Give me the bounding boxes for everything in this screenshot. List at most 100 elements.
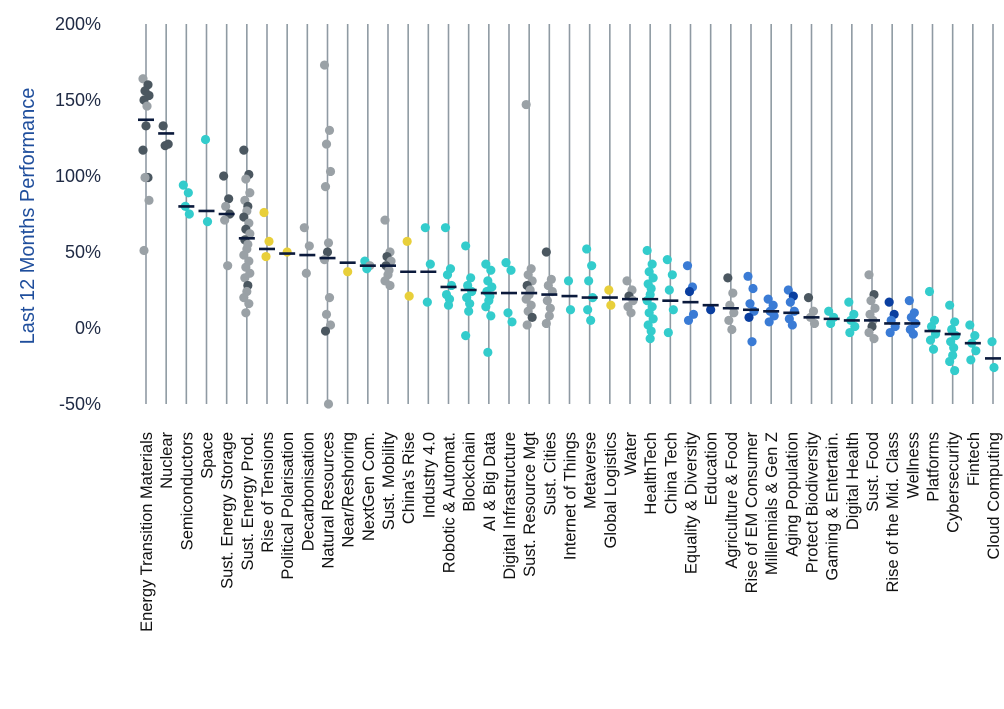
data-point <box>486 311 496 321</box>
data-point <box>259 207 269 218</box>
x-tick-label: Metaverse <box>582 432 600 509</box>
data-point <box>220 215 230 225</box>
data-point <box>224 194 234 204</box>
data-point <box>668 305 678 315</box>
data-points <box>138 60 999 409</box>
data-point <box>645 334 655 344</box>
data-point <box>626 308 636 318</box>
data-point <box>926 321 937 332</box>
data-point <box>724 315 734 325</box>
data-point <box>483 347 493 357</box>
y-tick-label: 150% <box>55 90 101 110</box>
x-tick-label: Political Polarisation <box>279 432 297 580</box>
data-point <box>763 294 773 304</box>
data-point <box>809 318 820 329</box>
data-point <box>950 365 960 376</box>
data-point <box>803 293 814 303</box>
data-point <box>662 255 672 265</box>
data-point <box>826 318 836 329</box>
x-tick-label: Fintech <box>965 432 983 486</box>
data-point <box>343 267 353 277</box>
data-point <box>461 331 471 341</box>
x-tick-label: Energy Transition Materials <box>138 432 156 632</box>
data-point <box>522 320 532 330</box>
x-tick-label: NextGen Com. <box>360 432 378 541</box>
category-gridlines <box>145 24 994 404</box>
data-point <box>541 318 551 329</box>
data-point <box>542 296 552 306</box>
data-point <box>663 327 673 338</box>
data-point <box>241 308 251 318</box>
data-point <box>461 241 471 251</box>
data-point <box>325 166 336 177</box>
x-tick-label: Cybersecurity <box>945 431 963 533</box>
data-point <box>158 121 168 131</box>
data-point <box>420 223 430 233</box>
data-point <box>304 241 314 251</box>
x-tick-label: Sust. Food <box>864 432 882 512</box>
data-point <box>440 223 451 233</box>
y-tick-label: 50% <box>65 242 101 262</box>
x-axis: Energy Transition Materials Nuclear Semico… <box>138 431 1003 632</box>
x-tick-label: Rise of the Mid. Class <box>884 432 902 592</box>
data-point <box>966 355 976 365</box>
x-tick-label: Decarbonisation <box>299 432 317 551</box>
data-point <box>138 74 148 84</box>
data-point <box>245 188 255 198</box>
x-tick-label: AI & Big Data <box>481 431 499 531</box>
data-point <box>481 302 491 312</box>
data-point <box>425 259 435 269</box>
data-point <box>200 134 211 145</box>
data-point <box>870 303 880 313</box>
data-point <box>744 312 754 322</box>
data-point <box>864 327 874 338</box>
data-point <box>239 293 249 303</box>
data-point <box>925 335 936 345</box>
data-point <box>642 245 652 256</box>
data-point <box>521 99 531 110</box>
data-point <box>223 261 233 271</box>
x-tick-label: Water <box>622 432 640 476</box>
x-tick-label: Gaming & Entertain. <box>824 432 842 581</box>
x-tick-label: Protect Biodiversity <box>804 431 822 573</box>
x-tick-label: Digital Health <box>844 432 862 530</box>
x-tick-label: Robotic & Automat. <box>441 432 459 573</box>
data-point <box>582 244 592 254</box>
data-point <box>647 259 657 269</box>
data-point <box>965 320 975 330</box>
data-point <box>142 101 152 111</box>
x-tick-label: Space <box>199 432 217 479</box>
data-point <box>971 346 981 356</box>
data-point <box>282 247 292 257</box>
data-point <box>743 271 753 281</box>
data-point <box>443 300 454 310</box>
data-point <box>221 201 231 211</box>
data-point <box>321 309 332 319</box>
data-point <box>321 139 332 149</box>
data-point <box>385 280 395 291</box>
x-tick-label: Sust. Resource Mgt <box>521 432 539 577</box>
data-point <box>667 270 677 280</box>
data-point <box>729 308 739 318</box>
data-point <box>239 250 249 260</box>
data-point <box>787 320 797 330</box>
data-point <box>323 238 334 248</box>
data-point <box>683 315 694 325</box>
x-tick-label: Natural Resources <box>320 432 338 569</box>
data-point <box>945 356 955 367</box>
data-point <box>583 305 593 315</box>
data-point <box>989 362 999 373</box>
data-point <box>824 306 834 316</box>
x-tick-label: Aging Population <box>783 432 801 557</box>
data-point <box>924 286 935 297</box>
data-point <box>465 299 475 309</box>
data-point <box>945 300 955 310</box>
data-point <box>884 297 894 307</box>
y-axis-label: Last 12 Months Performance <box>17 88 39 345</box>
data-point <box>622 276 632 286</box>
data-point <box>245 229 255 239</box>
data-point <box>501 258 511 268</box>
data-point <box>970 331 980 341</box>
data-point <box>323 399 334 409</box>
